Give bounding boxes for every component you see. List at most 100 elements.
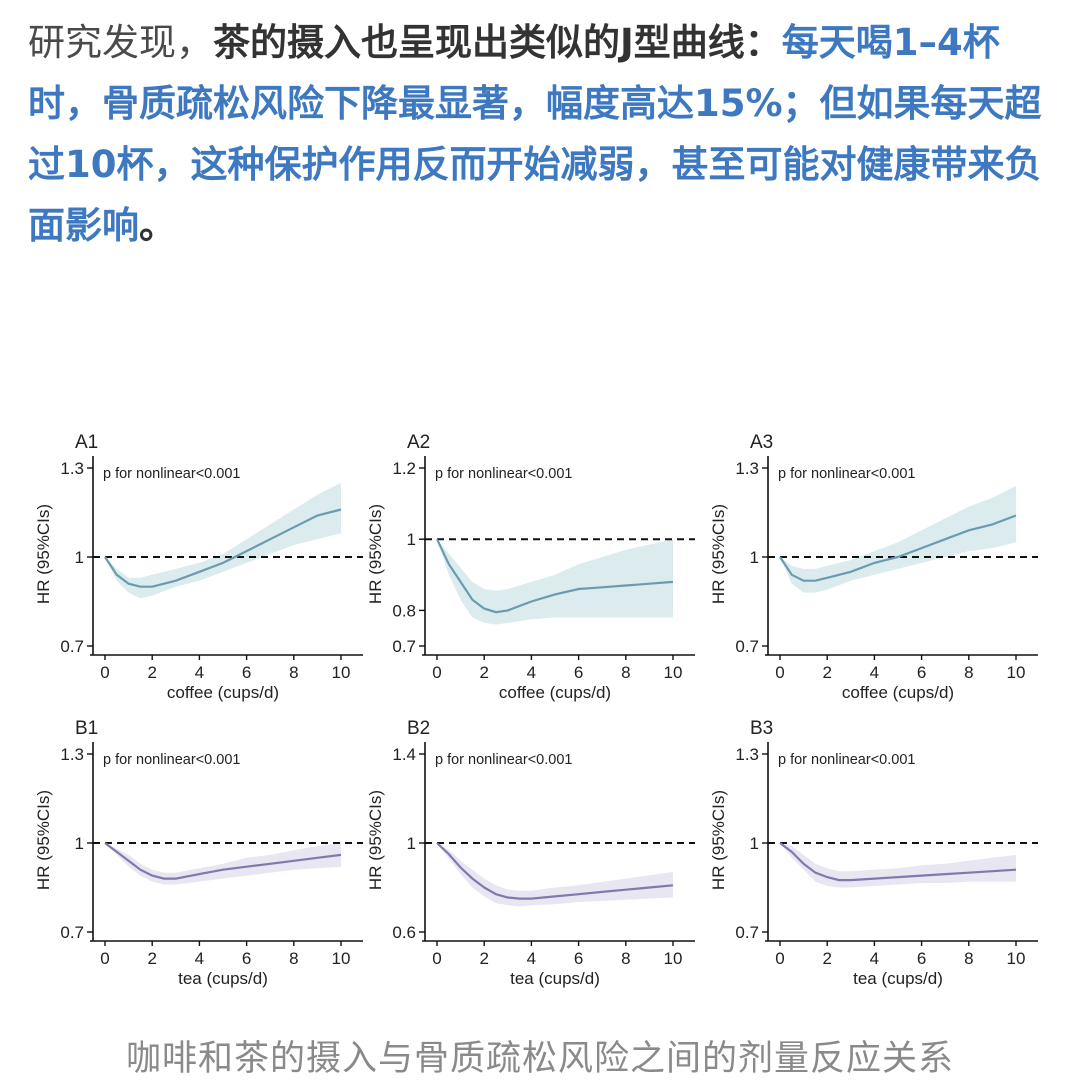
panel-label: B3 — [750, 718, 773, 739]
x-tick-label: 8 — [289, 663, 298, 682]
nonlinear-annotation: p for nonlinear<0.001 — [103, 752, 240, 768]
x-tick-label: 4 — [527, 949, 536, 968]
x-tick-label: 4 — [195, 949, 204, 968]
x-tick-label: 10 — [1007, 663, 1026, 682]
y-tick-label: 1.4 — [392, 745, 416, 764]
y-tick-label: 1 — [75, 548, 84, 567]
y-tick-label: 0.6 — [392, 923, 416, 942]
x-tick-label: 0 — [775, 949, 784, 968]
y-axis-title: HR (95%CIs) — [366, 790, 385, 890]
x-tick-label: 4 — [870, 663, 879, 682]
y-axis-title: HR (95%CIs) — [366, 504, 385, 604]
y-tick-label: 0.7 — [60, 637, 84, 656]
article-finding: 茶的摄入也呈现出类似的J型曲线： — [213, 21, 782, 64]
x-tick-label: 6 — [242, 949, 251, 968]
chart-panel-b1: 0 2 4 6 8 10 0.7 1 1.3 B1 p for nonlinear<0.001 tea… — [34, 718, 363, 988]
y-tick-label: 1 — [75, 834, 84, 853]
y-tick-label: 1 — [750, 834, 759, 853]
panel-label: A1 — [75, 432, 98, 453]
x-tick-label: 0 — [432, 949, 441, 968]
x-tick-label: 8 — [289, 949, 298, 968]
x-tick-label: 10 — [664, 663, 683, 682]
figure-caption: 咖啡和茶的摄入与骨质疏松风险之间的剂量反应关系 — [125, 1039, 954, 1079]
panel-label: A3 — [750, 432, 773, 453]
panel-label: B2 — [407, 718, 430, 739]
y-tick-label: 0.8 — [392, 601, 416, 620]
x-tick-label: 2 — [479, 663, 488, 682]
x-tick-label: 6 — [917, 949, 926, 968]
chart-panel-a1: 0 2 4 6 8 10 0.7 1 1.3 A1 p for nonlinear<0.001 cof… — [34, 432, 363, 702]
x-axis-title: tea (cups/d) — [853, 969, 943, 988]
x-tick-label: 2 — [479, 949, 488, 968]
nonlinear-annotation: p for nonlinear<0.001 — [435, 752, 572, 768]
x-tick-label: 0 — [775, 663, 784, 682]
x-tick-label: 8 — [964, 663, 973, 682]
ci-band — [105, 482, 341, 599]
y-tick-label: 0.7 — [60, 923, 84, 942]
y-tick-label: 1.3 — [60, 745, 84, 764]
y-tick-label: 1.3 — [60, 459, 84, 478]
x-axis-title: tea (cups/d) — [178, 969, 268, 988]
x-tick-label: 4 — [527, 663, 536, 682]
y-axis-title: HR (95%CIs) — [709, 504, 728, 604]
x-axis-title: tea (cups/d) — [510, 969, 600, 988]
y-tick-label: 1.3 — [735, 745, 759, 764]
x-tick-label: 0 — [100, 663, 109, 682]
chart-panel-a3: 0 2 4 6 8 10 0.7 1 1.3 A3 p for nonlinear<0.001 cof… — [709, 432, 1038, 702]
article-paragraph: 研究发现，茶的摄入也呈现出类似的J型曲线：每天喝1–4杯时，骨质疏松风险下降最显… — [28, 12, 1058, 256]
hr-curve — [436, 538, 674, 614]
x-tick-label: 8 — [621, 663, 630, 682]
ci-band — [780, 843, 1016, 888]
y-tick-label: 1 — [750, 548, 759, 567]
x-tick-label: 0 — [432, 663, 441, 682]
chart-panel-b3: 0 2 4 6 8 10 0.7 1 1.3 B3 p for nonlinear<0.001 tea… — [709, 718, 1038, 988]
y-tick-label: 1 — [407, 834, 416, 853]
x-tick-label: 10 — [332, 949, 351, 968]
hr-curve — [104, 508, 342, 588]
y-axis-title: HR (95%CIs) — [709, 790, 728, 890]
hr-curve — [436, 842, 674, 900]
x-tick-label: 2 — [147, 949, 156, 968]
x-axis-title: coffee (cups/d) — [499, 683, 611, 702]
ci-band — [437, 539, 673, 625]
chart-panel-b2: 0 2 4 6 8 10 0.6 1 1.4 B2 p for nonlinear<0.001 tea… — [366, 718, 695, 988]
x-tick-label: 8 — [621, 949, 630, 968]
x-tick-label: 6 — [574, 949, 583, 968]
hr-curve — [779, 842, 1017, 882]
x-tick-label: 10 — [1007, 949, 1026, 968]
x-tick-label: 4 — [195, 663, 204, 682]
y-tick-label: 1.2 — [392, 459, 416, 478]
x-tick-label: 2 — [822, 663, 831, 682]
article-intro: 研究发现， — [28, 21, 213, 64]
article-period: 。 — [139, 204, 176, 247]
ci-band — [105, 843, 341, 885]
x-tick-label: 2 — [822, 949, 831, 968]
nonlinear-annotation: p for nonlinear<0.001 — [435, 466, 572, 482]
panel-label: A2 — [407, 432, 430, 453]
y-tick-label: 1.3 — [735, 459, 759, 478]
ci-band — [780, 485, 1016, 593]
y-tick-label: 0.7 — [735, 923, 759, 942]
panel-label: B1 — [75, 718, 98, 739]
hr-curve — [779, 514, 1017, 582]
x-tick-label: 8 — [964, 949, 973, 968]
x-axis-title: coffee (cups/d) — [842, 683, 954, 702]
x-tick-label: 10 — [664, 949, 683, 968]
x-tick-label: 0 — [100, 949, 109, 968]
x-tick-label: 2 — [147, 663, 156, 682]
x-tick-label: 10 — [332, 663, 351, 682]
y-tick-label: 0.7 — [392, 637, 416, 656]
article-highlight: 每天喝1–4杯时，骨质疏松风险下降最显著，幅度高达15%；但如果每天超过10杯，… — [28, 21, 1042, 247]
nonlinear-annotation: p for nonlinear<0.001 — [778, 752, 915, 768]
nonlinear-annotation: p for nonlinear<0.001 — [103, 466, 240, 482]
nonlinear-annotation: p for nonlinear<0.001 — [778, 466, 915, 482]
x-tick-label: 4 — [870, 949, 879, 968]
x-axis-title: coffee (cups/d) — [167, 683, 279, 702]
chart-panel-a2: 0 2 4 6 8 10 0.7 0.8 1 1.2 A2 p for nonlinear<0.001… — [366, 432, 695, 702]
x-tick-label: 6 — [917, 663, 926, 682]
x-tick-label: 6 — [242, 663, 251, 682]
y-tick-label: 0.7 — [735, 637, 759, 656]
hr-curve — [104, 842, 342, 880]
